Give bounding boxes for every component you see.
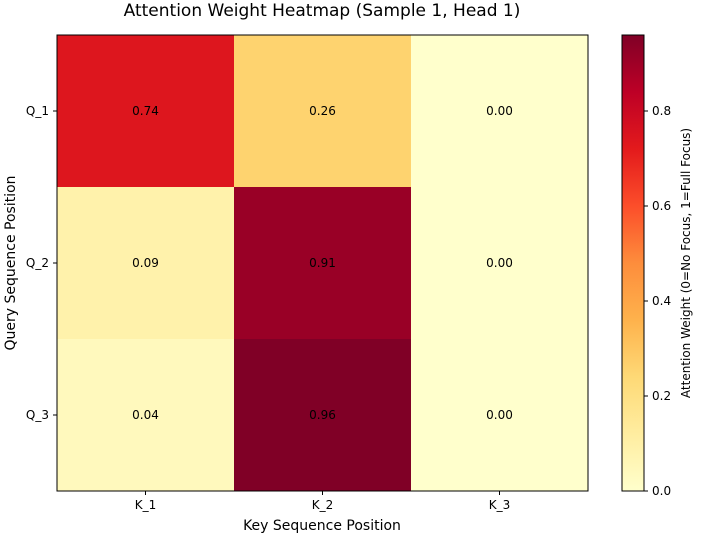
colorbar-label: Attention Weight (0=No Focus, 1=Full Foc… <box>679 128 693 398</box>
cell-value-label: 0.00 <box>486 408 513 422</box>
heatmap-cell <box>411 339 589 492</box>
heatmap-cells <box>57 35 589 492</box>
colorbar-tick-label: 0.0 <box>652 484 671 498</box>
cell-value-label: 0.09 <box>132 256 159 270</box>
x-tick-label: K_1 <box>135 498 157 512</box>
cell-value-label: 0.00 <box>486 256 513 270</box>
cell-value-label: 0.91 <box>309 256 336 270</box>
x-axis-label: Key Sequence Position <box>243 518 401 534</box>
heatmap-cell <box>57 187 235 340</box>
y-tick-label: Q_2 <box>26 256 49 270</box>
colorbar-tick-label: 0.6 <box>652 199 671 213</box>
heatmap-cell <box>411 187 589 340</box>
heatmap-cell <box>234 35 412 188</box>
y-tick-label: Q_3 <box>26 408 49 422</box>
heatmap-cell <box>57 35 235 188</box>
cell-value-label: 0.26 <box>309 104 336 118</box>
colorbar-tick-label: 0.8 <box>652 104 671 118</box>
heatmap-cell <box>57 339 235 492</box>
y-axis-ticks: Q_1 Q_2 Q_3 <box>26 104 57 422</box>
colorbar-ticks: 0.0 0.2 0.4 0.6 0.8 <box>644 104 671 498</box>
heatmap-cell-labels: 0.74 0.26 0.00 0.09 0.91 0.00 0.04 0.96 0.00 <box>132 104 513 422</box>
y-tick-label: Q_1 <box>26 104 49 118</box>
x-tick-label: K_2 <box>312 498 334 512</box>
cell-value-label: 0.00 <box>486 104 513 118</box>
colorbar: 0.0 0.2 0.4 0.6 0.8 Attention Weight (0=No F… <box>621 34 693 498</box>
heatmap-cell <box>234 339 412 492</box>
chart-title: Attention Weight Heatmap (Sample 1, Head… <box>124 1 521 21</box>
colorbar-tick-label: 0.4 <box>652 294 671 308</box>
heatmap-cell <box>411 35 589 188</box>
x-axis-ticks: K_1 K_2 K_3 <box>135 491 511 512</box>
cell-value-label: 0.74 <box>132 104 159 118</box>
cell-value-label: 0.04 <box>132 408 159 422</box>
cell-value-label: 0.96 <box>309 408 336 422</box>
x-tick-label: K_3 <box>489 498 511 512</box>
y-axis-label: Query Sequence Position <box>3 175 19 350</box>
colorbar-gradient <box>621 34 645 492</box>
colorbar-tick-label: 0.2 <box>652 389 671 403</box>
heatmap-cell <box>234 187 412 340</box>
